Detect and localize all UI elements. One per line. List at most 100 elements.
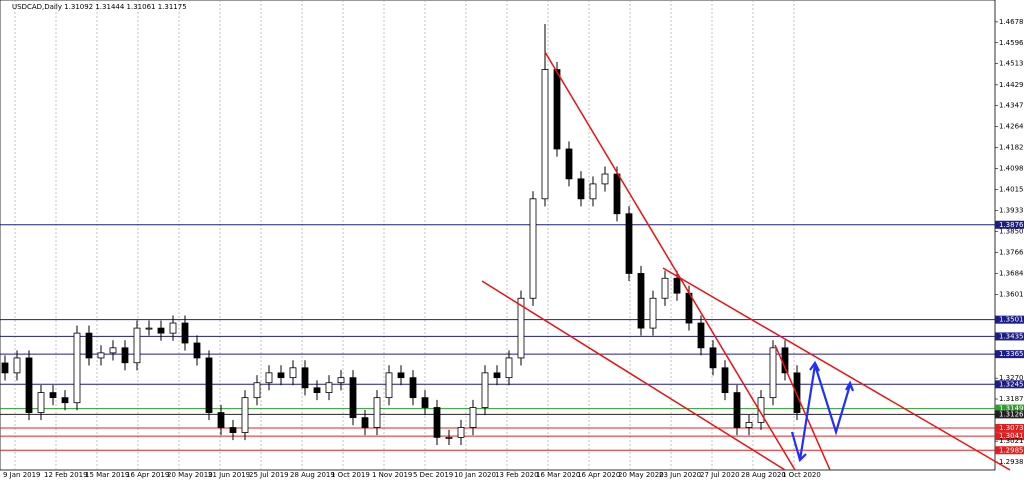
- candle-body: [61, 397, 69, 404]
- candle-body: [673, 277, 681, 294]
- level-label-box: [995, 332, 1024, 341]
- level-label: 1.32458: [999, 380, 1024, 388]
- y-tick-label: 1.36015: [999, 290, 1024, 298]
- arrow-head: [845, 380, 855, 392]
- x-tick-label: 12 Feb 2019: [44, 471, 88, 479]
- y-tick-label: 1.36840: [999, 269, 1024, 277]
- candle-body: [409, 377, 417, 399]
- candle-body: [289, 367, 297, 379]
- y-tick-label: 1.29385: [999, 458, 1024, 466]
- candle-body: [481, 372, 489, 408]
- candle-body: [361, 417, 369, 428]
- drawings: [481, 51, 1011, 471]
- candle-body: [721, 367, 729, 393]
- candle-body: [205, 357, 213, 413]
- candle-body: [553, 69, 561, 150]
- arrow-head: [809, 360, 820, 372]
- candle-body: [613, 173, 621, 215]
- y-tick-label: 1.45135: [999, 60, 1024, 68]
- x-tick-label: 13 Feb 2020: [495, 471, 539, 479]
- candle-body: [157, 327, 165, 334]
- y-tick-label: 1.41820: [999, 143, 1024, 151]
- candle-body: [661, 277, 669, 299]
- candle-body: [517, 297, 525, 359]
- candle-body: [121, 347, 129, 364]
- x-tick-label: 1 Oct 2019: [331, 471, 370, 479]
- arrow-head: [796, 451, 807, 463]
- level-label: 1.33650: [999, 350, 1024, 358]
- candle-body: [373, 397, 381, 428]
- level-label: 1.34350: [999, 332, 1024, 340]
- level-label: 1.38765: [999, 221, 1024, 229]
- y-tick-label: 1.31875: [999, 395, 1024, 403]
- level-label-box: [995, 446, 1024, 455]
- candle-body: [217, 412, 225, 428]
- level-label-box: [995, 423, 1024, 432]
- candle-body: [13, 357, 21, 374]
- candle-body: [229, 427, 237, 433]
- candle-body: [757, 397, 765, 423]
- forecast-arrows: [790, 360, 855, 463]
- x-tick-label: 20 May 2019: [167, 471, 213, 479]
- candle-body: [649, 297, 657, 329]
- candle-body: [433, 407, 441, 438]
- x-tick-label: 9 Jan 2019: [3, 471, 41, 479]
- y-tick-label: 1.38505: [999, 227, 1024, 235]
- x-tick-label: 25 Jul 2019: [249, 471, 289, 479]
- x-tick-label: 28 Aug 2019: [290, 471, 335, 479]
- candle-body: [589, 183, 597, 200]
- candle-body: [385, 372, 393, 399]
- candle-body: [349, 377, 357, 419]
- candle-body: [313, 387, 321, 393]
- candle-body: [253, 382, 261, 399]
- chart-title: USDCAD,Daily 1.31092 1.31444 1.31061 1.3…: [12, 3, 187, 11]
- level-label-box: [995, 380, 1024, 389]
- candle-body: [133, 327, 141, 364]
- candle-body: [577, 178, 585, 200]
- candle-body: [145, 327, 153, 330]
- plot-area: [0, 0, 996, 471]
- candle-body: [709, 347, 717, 369]
- candle-body: [637, 273, 645, 329]
- candle-body: [49, 392, 57, 399]
- y-tick-label: 1.46785: [999, 18, 1024, 26]
- level-label-box: [995, 432, 1024, 441]
- x-tick-label: 21 Jun 2019: [208, 471, 250, 479]
- candle-body: [541, 69, 549, 200]
- level-label-box: [995, 410, 1024, 419]
- y-tick-label: 1.37665: [999, 249, 1024, 257]
- candle-body: [25, 357, 33, 413]
- candle-body: [181, 322, 189, 344]
- candle-body: [493, 372, 501, 379]
- candle-body: [601, 173, 609, 185]
- x-tick-label: 28 Aug 2020: [741, 471, 786, 479]
- level-label: 1.30410: [999, 432, 1024, 440]
- y-tick-label: 1.45960: [999, 39, 1024, 47]
- candle-body: [697, 322, 705, 349]
- candle-body: [265, 372, 273, 384]
- x-tick-label: 1 Nov 2019: [372, 471, 412, 479]
- candle-body: [241, 397, 249, 433]
- candle-body: [193, 342, 201, 359]
- candle-body: [421, 397, 429, 408]
- candle-body: [109, 347, 117, 354]
- candle-body: [301, 367, 309, 389]
- candle-body: [769, 347, 777, 399]
- x-tick-label: 20 May 2020: [618, 471, 664, 479]
- y-tick-label: 1.42645: [999, 123, 1024, 131]
- level-label-box: [995, 220, 1024, 229]
- x-tick-label: 23 Jun 2020: [659, 471, 701, 479]
- candle-body: [529, 198, 537, 299]
- y-tick-label: 1.43470: [999, 102, 1024, 110]
- y-tick-label: 1.44295: [999, 81, 1024, 89]
- x-tick-label: 16 Mar 2020: [536, 471, 580, 479]
- x-tick-label: 15 Mar 2019: [85, 471, 129, 479]
- x-tick-label: 10 Jan 2020: [454, 471, 496, 479]
- candle-body: [565, 148, 573, 180]
- y-tick-label: 1.40980: [999, 165, 1024, 173]
- candle-body: [733, 392, 741, 428]
- trend-line: [544, 51, 796, 471]
- level-label: 1.31498: [999, 405, 1024, 413]
